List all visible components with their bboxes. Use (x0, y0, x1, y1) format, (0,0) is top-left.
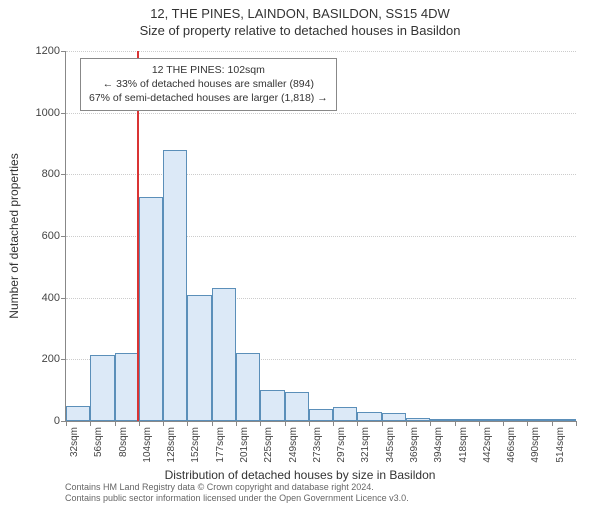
y-axis-label: Number of detached properties (7, 153, 21, 318)
xtick-mark (139, 421, 140, 426)
ytick-label: 1200 (36, 45, 60, 57)
xtick-label: 321sqm (360, 427, 371, 463)
histogram-bar (90, 355, 114, 421)
ytick-mark (61, 51, 66, 52)
histogram-bar (66, 406, 90, 421)
ytick-mark (61, 359, 66, 360)
subtitle: Size of property relative to detached ho… (0, 23, 600, 38)
xtick-label: 32sqm (69, 427, 80, 457)
gridline (66, 51, 576, 52)
xtick-label: 56sqm (93, 427, 104, 457)
ytick-label: 200 (42, 353, 60, 365)
xtick-label: 394sqm (433, 427, 444, 463)
xtick-label: 273sqm (312, 427, 323, 463)
xtick-label: 152sqm (190, 427, 201, 463)
xtick-mark (479, 421, 480, 426)
gridline (66, 113, 576, 114)
histogram-bar (115, 353, 139, 421)
histogram-bar (285, 392, 309, 421)
ytick-label: 400 (42, 292, 60, 304)
xtick-label: 442sqm (482, 427, 493, 463)
histogram-bar (503, 419, 527, 421)
ytick-label: 0 (54, 415, 60, 427)
xtick-mark (576, 421, 577, 426)
ytick-mark (61, 113, 66, 114)
xtick-label: 128sqm (166, 427, 177, 463)
address-title: 12, THE PINES, LAINDON, BASILDON, SS15 4… (0, 6, 600, 21)
xtick-label: 249sqm (288, 427, 299, 463)
xtick-label: 297sqm (336, 427, 347, 463)
xtick-mark (66, 421, 67, 426)
xtick-label: 177sqm (215, 427, 226, 463)
xtick-label: 466sqm (506, 427, 517, 463)
ytick-label: 800 (42, 168, 60, 180)
xtick-label: 490sqm (530, 427, 541, 463)
histogram-bar (260, 390, 284, 421)
histogram-bar (187, 295, 211, 421)
footer: Contains HM Land Registry data © Crown c… (65, 482, 409, 505)
ytick-mark (61, 298, 66, 299)
xtick-mark (285, 421, 286, 426)
histogram-bar (357, 412, 381, 421)
ytick-label: 600 (42, 230, 60, 242)
gridline (66, 174, 576, 175)
annotation-line3: 67% of semi-detached houses are larger (… (89, 91, 328, 105)
xtick-mark (212, 421, 213, 426)
xtick-mark (430, 421, 431, 426)
xtick-mark (455, 421, 456, 426)
histogram-bar (479, 419, 503, 421)
histogram-bar (139, 197, 163, 421)
xtick-mark (90, 421, 91, 426)
xtick-mark (163, 421, 164, 426)
xtick-label: 80sqm (118, 427, 129, 457)
xtick-label: 418sqm (458, 427, 469, 463)
xtick-label: 345sqm (385, 427, 396, 463)
histogram-bar (212, 288, 236, 421)
xtick-label: 225sqm (263, 427, 274, 463)
xtick-mark (309, 421, 310, 426)
histogram-bar (406, 418, 430, 421)
xtick-mark (406, 421, 407, 426)
xtick-mark (187, 421, 188, 426)
footer-line1: Contains HM Land Registry data © Crown c… (65, 482, 409, 493)
histogram-bar (236, 353, 260, 421)
xtick-mark (115, 421, 116, 426)
xtick-label: 201sqm (239, 427, 250, 463)
histogram-bar (455, 419, 479, 421)
annotation-box: 12 THE PINES: 102sqm ← 33% of detached h… (80, 58, 337, 111)
histogram-bar (309, 409, 333, 421)
ytick-mark (61, 174, 66, 175)
xtick-mark (503, 421, 504, 426)
histogram-bar (333, 407, 357, 421)
histogram-bar (382, 413, 406, 421)
histogram-bar (527, 419, 551, 421)
xtick-mark (382, 421, 383, 426)
ytick-label: 1000 (36, 107, 60, 119)
ytick-mark (61, 236, 66, 237)
histogram-bar (552, 419, 576, 421)
annotation-line1: 12 THE PINES: 102sqm (89, 63, 328, 77)
xtick-mark (552, 421, 553, 426)
annotation-line2: ← 33% of detached houses are smaller (89… (89, 77, 328, 91)
xtick-mark (236, 421, 237, 426)
histogram-bar (163, 150, 187, 421)
xtick-mark (357, 421, 358, 426)
xtick-label: 369sqm (409, 427, 420, 463)
xtick-mark (260, 421, 261, 426)
xtick-label: 514sqm (555, 427, 566, 463)
histogram-bar (430, 419, 454, 421)
xtick-label: 104sqm (142, 427, 153, 463)
x-axis-label: Distribution of detached houses by size … (165, 468, 436, 482)
footer-line2: Contains public sector information licen… (65, 493, 409, 504)
xtick-mark (527, 421, 528, 426)
xtick-mark (333, 421, 334, 426)
